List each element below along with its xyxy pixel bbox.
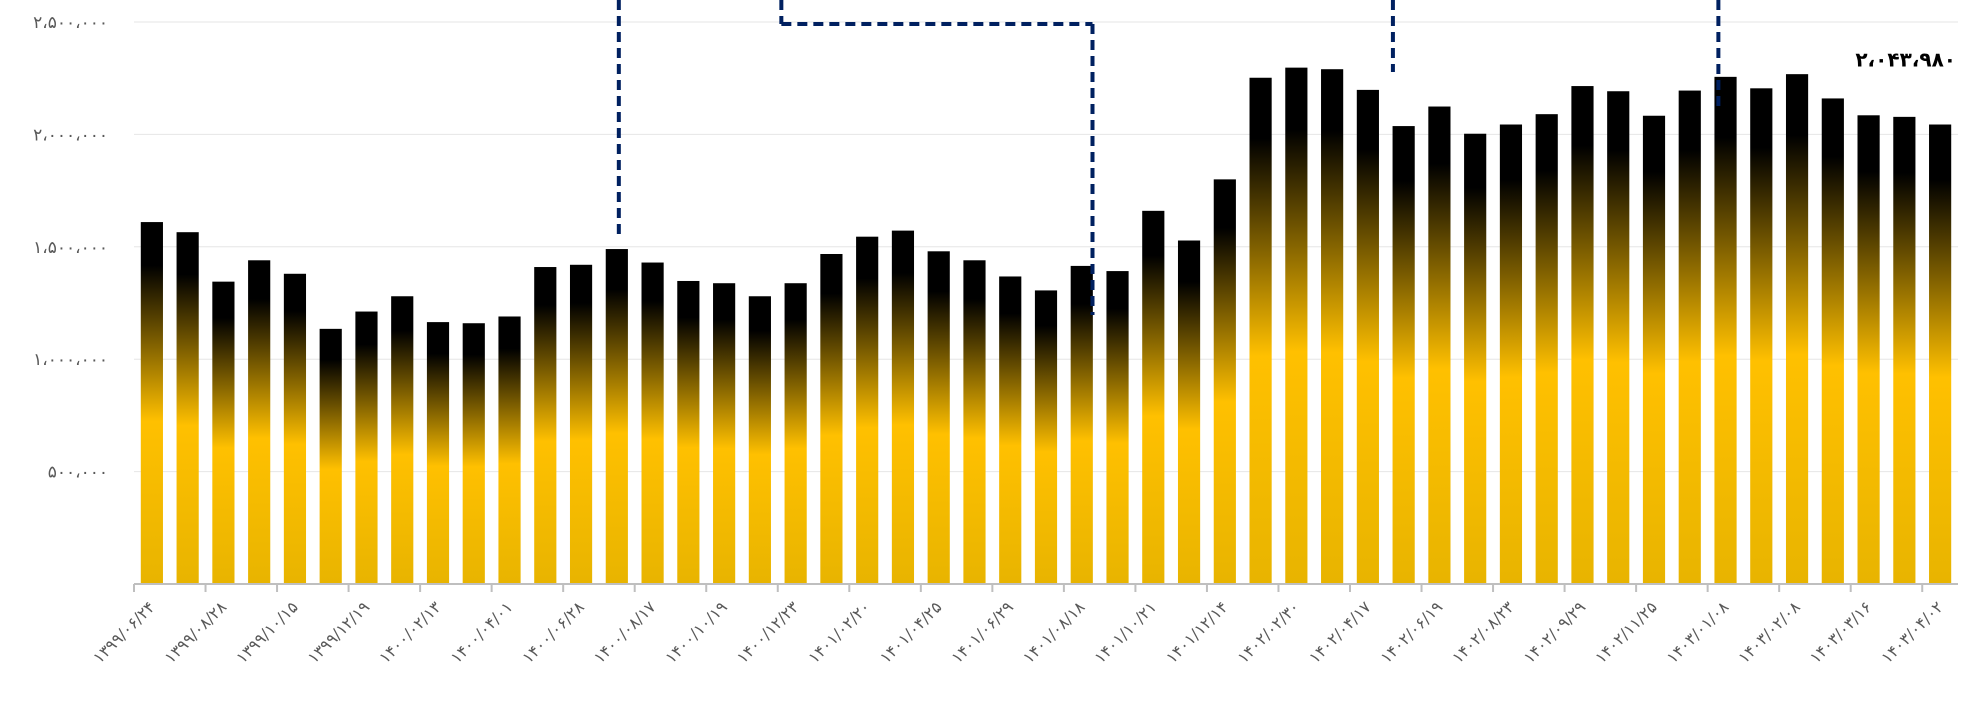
bar [713, 283, 736, 584]
bar [1857, 115, 1880, 585]
bar [641, 262, 664, 584]
bar [1285, 67, 1308, 584]
x-tick-label: ۱۴۰۳/۰۴/۰۲ [1877, 597, 1947, 667]
x-tick-label: ۱۴۰۱/۰۲/۲۰ [804, 597, 874, 667]
bar [1464, 133, 1487, 585]
x-tick-label: ۱۴۰۳/۰۳/۱۶ [1806, 597, 1876, 667]
x-tick-label: ۱۴۰۰/۰۶/۲۸ [518, 597, 588, 667]
x-tick-label: ۱۴۰۲/۱۱/۲۵ [1591, 597, 1661, 667]
bar [856, 236, 879, 584]
bar [1070, 265, 1093, 584]
bar [677, 280, 700, 584]
bar [569, 264, 593, 584]
x-tick-label: ۱۴۰۰/۰۲/۱۳ [375, 597, 445, 667]
bar [1034, 290, 1058, 584]
bar [1356, 89, 1379, 585]
x-tick-label: ۱۳۹۹/۰۶/۲۴ [89, 597, 159, 667]
bar [391, 296, 414, 584]
bar [1249, 77, 1272, 584]
bar [820, 253, 843, 585]
bar-series [140, 67, 1952, 585]
bar [1213, 179, 1236, 585]
bar [784, 283, 807, 584]
bar [498, 316, 521, 584]
x-tick-label: ۱۴۰۲/۰۲/۳۰ [1234, 597, 1304, 667]
bar [605, 249, 628, 584]
bar [1142, 210, 1165, 584]
bar [999, 276, 1022, 584]
x-axis-tick-labels: ۱۳۹۹/۰۶/۲۴ ۱۳۹۹/۰۸/۲۸ ۱۳۹۹/۱۰/۱۵ ۱۳۹۹/۱۲/۱۹… [89, 597, 1947, 667]
x-tick-label: ۱۴۰۱/۱۲/۱۴ [1162, 597, 1232, 667]
bar [1106, 271, 1129, 584]
bar [1535, 114, 1558, 584]
bar [1428, 106, 1451, 584]
y-tick-label: ۱،۰۰۰،۰۰۰ [33, 350, 108, 370]
x-tick-label: ۱۴۰۲/۰۶/۱۹ [1377, 597, 1447, 667]
x-tick-label: ۱۴۰۱/۰۴/۲۵ [876, 597, 946, 667]
x-tick-label: ۱۴۰۳/۰۱/۰۸ [1663, 597, 1733, 667]
y-tick-label: ۱،۵۰۰،۰۰۰ [33, 238, 108, 258]
x-tick-label: ۱۴۰۲/۰۹/۲۹ [1520, 597, 1590, 667]
x-tick-label: ۱۴۰۱/۰۶/۲۹ [947, 597, 1017, 667]
y-tick-label: ۵۰۰،۰۰۰ [48, 463, 108, 483]
bar [1392, 126, 1415, 584]
y-axis-tick-labels: ۵۰۰،۰۰۰ ۱،۰۰۰،۰۰۰ ۱،۵۰۰،۰۰۰ ۲،۰۰۰،۰۰۰ ۲،۵۰۰،… [33, 13, 108, 483]
bar [1893, 116, 1916, 584]
bar [355, 311, 378, 584]
data-labels: ۲،۰۴۳،۹۸۰ [1855, 48, 1956, 72]
x-tick-label: ۱۴۰۰/۰۴/۰۱ [447, 597, 517, 667]
bar [1750, 88, 1773, 584]
bar [462, 323, 485, 584]
bar [1607, 91, 1630, 584]
y-tick-label: ۲،۵۰۰،۰۰۰ [33, 13, 108, 33]
bar [1321, 69, 1344, 584]
x-tick-label: ۱۴۰۱/۱۰/۲۱ [1090, 597, 1160, 667]
x-tick-label: ۱۴۰۳/۰۲/۰۸ [1734, 597, 1804, 667]
bar [248, 260, 271, 584]
bar [1929, 124, 1952, 584]
bar [963, 260, 986, 584]
bar [212, 281, 235, 584]
bar [1499, 124, 1523, 585]
bar [319, 328, 342, 584]
bar [1785, 74, 1809, 585]
bar [176, 232, 199, 585]
x-tick-label: ۱۳۹۹/۱۲/۱۹ [304, 597, 374, 667]
x-tick-label: ۱۴۰۰/۰۸/۱۷ [590, 597, 660, 667]
y-tick-label: ۲،۰۰۰،۰۰۰ [33, 125, 108, 145]
bar [1678, 90, 1701, 585]
data-label: ۲،۰۴۳،۹۸۰ [1855, 48, 1956, 72]
x-tick-label: ۱۴۰۰/۱۰/۱۹ [661, 597, 731, 667]
x-tick-label: ۱۴۰۲/۰۴/۱۷ [1305, 597, 1375, 667]
bar [1571, 86, 1594, 585]
x-tick-label: ۱۳۹۹/۰۸/۲۸ [161, 597, 231, 667]
bar [748, 296, 771, 584]
bar [283, 273, 307, 584]
x-tick-label: ۱۴۰۲/۰۸/۲۳ [1448, 597, 1518, 667]
bar [1177, 240, 1201, 584]
bar [1821, 98, 1844, 584]
bar [891, 230, 915, 585]
bar [426, 322, 450, 584]
annotation-boxes [616, 0, 1721, 315]
x-axis [133, 583, 1958, 592]
bar [534, 267, 557, 584]
bar [1714, 76, 1737, 584]
bar [1642, 115, 1666, 584]
x-tick-label: ۱۴۰۰/۱۲/۲۳ [733, 597, 803, 667]
x-tick-label: ۱۴۰۱/۰۸/۱۸ [1019, 597, 1089, 667]
bar [140, 222, 163, 584]
x-tick-label: ۱۳۹۹/۱۰/۱۵ [232, 597, 302, 667]
bar [927, 251, 950, 584]
